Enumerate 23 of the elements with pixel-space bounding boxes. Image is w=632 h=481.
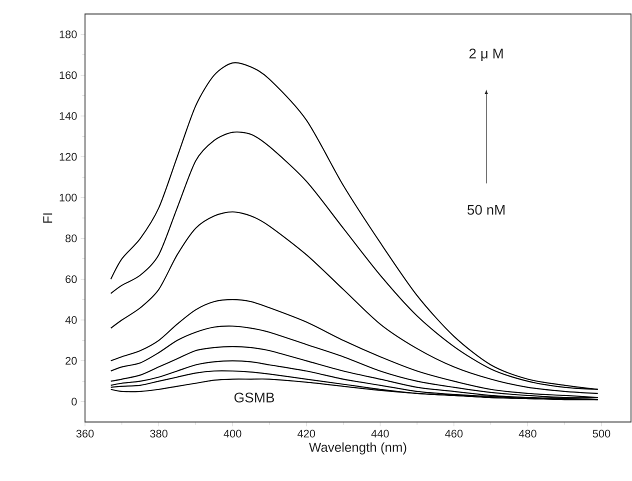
- x-tick-label: 440: [371, 430, 389, 438]
- y-tick-label: 60: [66, 275, 77, 284]
- x-tick-label: 400: [224, 430, 242, 438]
- y-tick-label: 180: [60, 30, 77, 38]
- annotation: GSMB: [234, 392, 274, 402]
- y-tick-label: 100: [60, 194, 77, 202]
- annotation: 50 nM: [468, 204, 505, 215]
- annotation: 2 μ M: [469, 48, 503, 62]
- x-tick-label: 360: [76, 430, 94, 438]
- x-axis-title: Wavelength (nm): [309, 442, 406, 454]
- x-tick-label: 500: [592, 430, 610, 438]
- y-tick-label: 80: [66, 234, 77, 242]
- y-tick-label: 140: [60, 112, 77, 120]
- x-tick-label: 420: [297, 430, 316, 438]
- x-tick-label: 380: [150, 430, 168, 438]
- y-tick-label: 0: [72, 398, 77, 406]
- y-tick-label: 120: [60, 152, 77, 161]
- y-tick-label: 20: [66, 356, 77, 365]
- x-tick-label: 480: [518, 430, 536, 438]
- y-axis-title: FI: [43, 213, 52, 223]
- y-tick-label: 160: [60, 71, 77, 80]
- y-tick-label: 40: [65, 316, 77, 324]
- x-tick-label: 460: [445, 430, 463, 438]
